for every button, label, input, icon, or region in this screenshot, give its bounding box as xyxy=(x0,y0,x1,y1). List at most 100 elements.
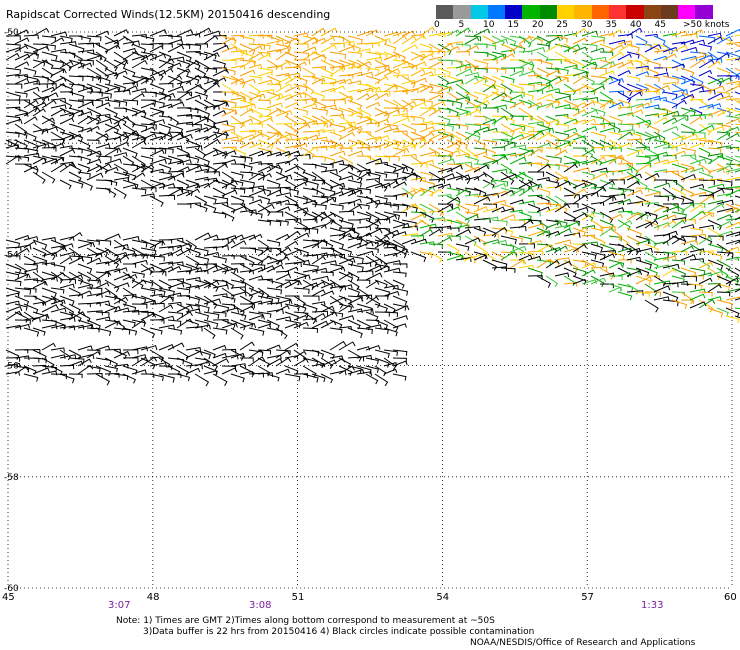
wind-barb xyxy=(383,203,400,211)
wind-barb xyxy=(221,128,236,133)
wind-barb xyxy=(302,295,320,301)
wind-barb xyxy=(302,282,319,289)
wind-barb xyxy=(698,123,712,136)
wind-barb xyxy=(374,239,389,248)
wind-barb xyxy=(680,108,697,117)
wind-barb xyxy=(338,78,353,85)
wind-barb xyxy=(500,173,518,181)
wind-barb xyxy=(356,71,374,77)
wind-barb xyxy=(644,235,658,248)
wind-barb xyxy=(221,189,238,197)
wind-barb xyxy=(545,171,560,183)
wind-barb xyxy=(510,59,525,65)
wind-barb xyxy=(221,319,236,329)
wind-barb xyxy=(59,295,75,306)
wind-barb xyxy=(311,179,326,185)
wind-barb xyxy=(68,311,86,321)
wind-barb xyxy=(716,214,733,221)
wind-barb xyxy=(311,145,328,151)
wind-barb xyxy=(563,118,578,125)
wind-barb xyxy=(293,373,309,378)
wind-barb xyxy=(473,91,488,100)
wind-barb xyxy=(455,171,471,185)
wind-barb xyxy=(122,319,136,327)
wind-barb xyxy=(77,139,91,150)
wind-barb xyxy=(239,319,254,328)
wind-barb xyxy=(131,295,147,304)
wind-barb xyxy=(662,125,679,133)
wind-barb xyxy=(104,39,119,45)
wind-barb xyxy=(527,240,543,245)
wind-barb xyxy=(5,91,21,101)
wind-barb xyxy=(311,252,329,258)
wind-barb xyxy=(266,264,284,273)
wind-barb xyxy=(707,243,724,254)
wind-barb xyxy=(158,34,173,40)
wind-barb xyxy=(185,59,201,70)
wind-barb xyxy=(275,47,290,53)
wind-barb xyxy=(455,68,473,77)
wind-barb xyxy=(653,275,666,287)
wind-barb xyxy=(266,373,280,382)
wind-barb xyxy=(347,110,363,117)
wind-barb xyxy=(545,203,562,210)
wind-barb xyxy=(149,67,164,81)
wind-barb xyxy=(50,347,65,352)
wind-barb xyxy=(212,263,228,275)
wind-barb xyxy=(590,35,606,42)
wind-barb xyxy=(77,345,93,351)
wind-barb xyxy=(140,357,156,370)
wind-barb xyxy=(662,268,677,277)
wind-barb xyxy=(212,293,228,298)
legend-swatch xyxy=(695,5,713,19)
wind-barb xyxy=(653,280,671,286)
wind-barb xyxy=(545,34,563,41)
wind-barb xyxy=(518,91,534,101)
wind-barb xyxy=(671,63,685,69)
wind-barb xyxy=(284,66,301,72)
wind-barb xyxy=(212,201,229,207)
wind-barb xyxy=(527,230,545,237)
wind-barb xyxy=(14,45,29,53)
wind-barb xyxy=(536,93,554,101)
wind-barb xyxy=(374,51,388,59)
wind-barb xyxy=(158,183,176,189)
wind-barb xyxy=(140,133,157,141)
wind-barb xyxy=(221,307,240,313)
wind-barb xyxy=(257,162,273,168)
wind-barb xyxy=(41,365,58,372)
wind-barb xyxy=(77,171,91,178)
wind-barb xyxy=(248,189,266,197)
wind-barb xyxy=(464,203,480,211)
wind-barb xyxy=(329,296,347,305)
wind-barb xyxy=(41,342,56,351)
wind-barb xyxy=(572,243,587,253)
wind-barb xyxy=(167,172,185,181)
wind-barb xyxy=(284,72,301,78)
wind-barb xyxy=(329,85,346,93)
wind-barb xyxy=(680,133,699,141)
wind-barb xyxy=(293,203,308,217)
wind-barb xyxy=(419,186,436,197)
wind-barb xyxy=(50,142,65,149)
wind-barb xyxy=(194,43,208,48)
legend-swatch xyxy=(574,5,592,19)
wind-barb xyxy=(248,211,263,219)
wind-barb xyxy=(419,171,434,180)
wind-barb xyxy=(572,194,589,205)
wind-barb xyxy=(59,283,75,289)
wind-barb xyxy=(554,257,571,263)
wind-barb xyxy=(167,75,183,85)
wind-barb xyxy=(383,349,398,356)
wind-barb xyxy=(554,239,572,245)
wind-barb xyxy=(662,99,678,109)
wind-barb xyxy=(437,193,452,199)
wind-barb xyxy=(320,282,336,289)
wind-barb xyxy=(59,316,76,322)
wind-barb xyxy=(482,91,499,101)
wind-barb xyxy=(257,255,272,265)
wind-barb xyxy=(464,36,480,45)
wind-barb xyxy=(203,149,219,157)
wind-barb xyxy=(41,276,58,282)
wind-barb xyxy=(608,169,623,175)
